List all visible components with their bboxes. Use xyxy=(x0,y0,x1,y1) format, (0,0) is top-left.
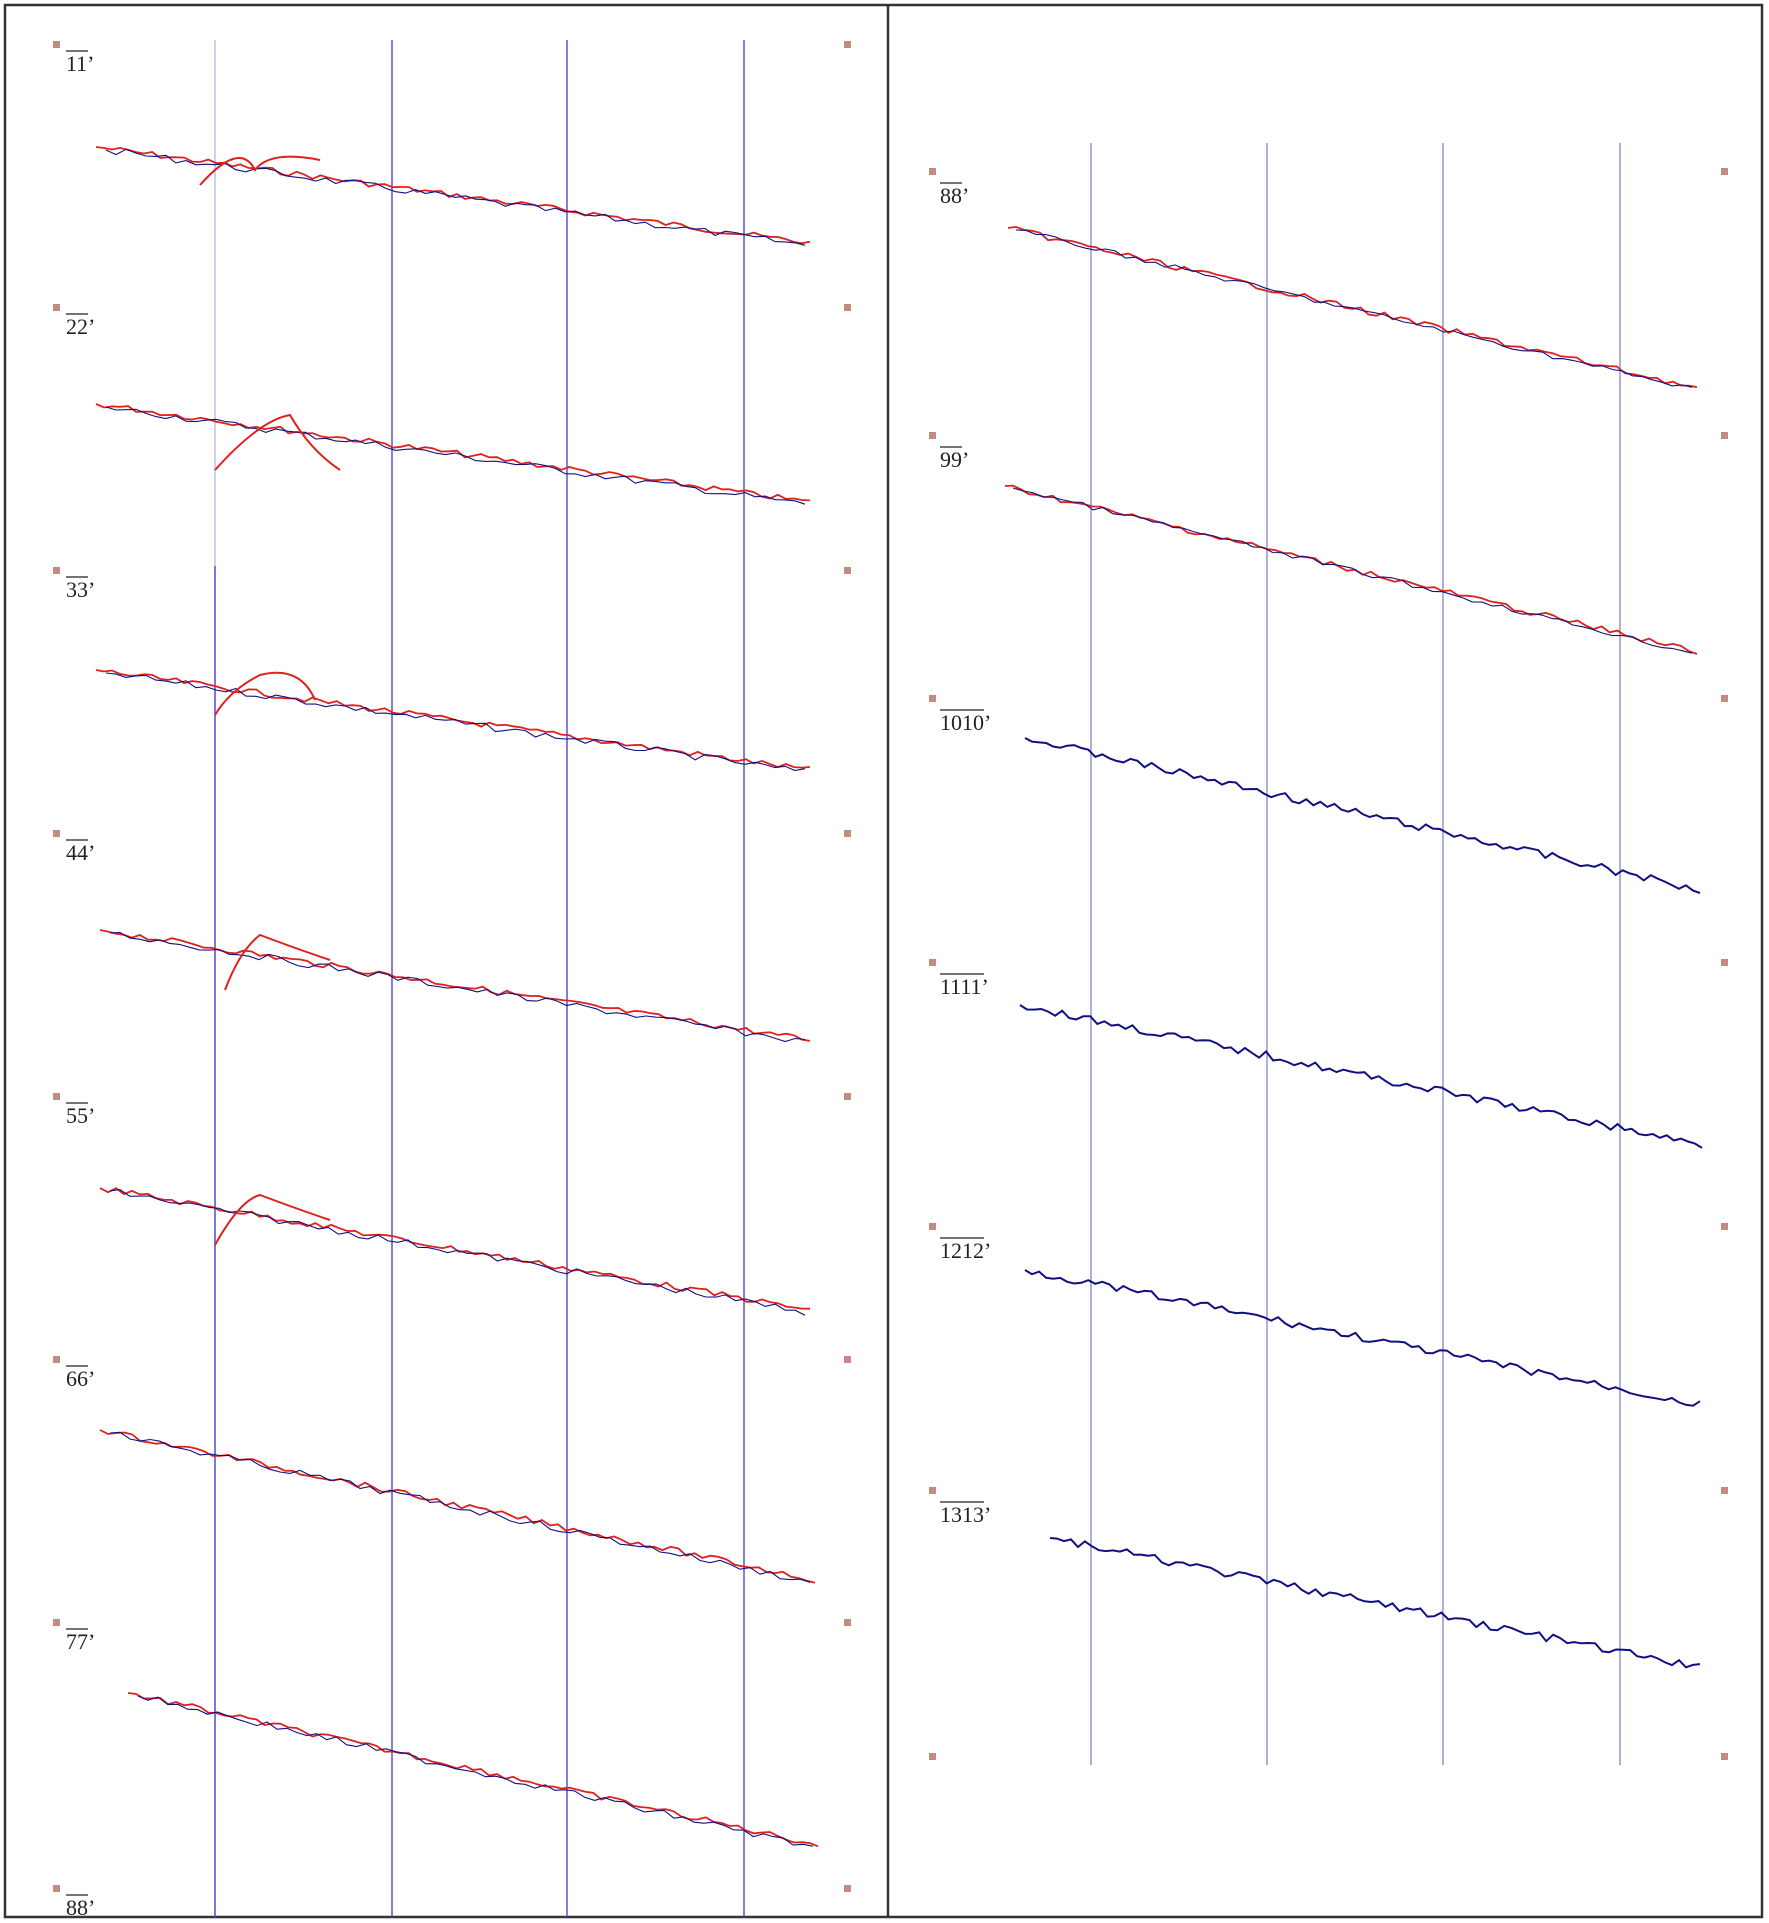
profile-label: 22’ xyxy=(66,314,95,339)
blue-profile-trace xyxy=(1015,229,1693,388)
red-profile-trace xyxy=(1004,484,1698,655)
corner-marker xyxy=(844,1885,851,1892)
right-traces xyxy=(1004,225,1703,1669)
profile-label: 1313’ xyxy=(940,1502,991,1527)
corner-marker xyxy=(53,567,60,574)
corner-marker xyxy=(844,304,851,311)
profile-label: 88’ xyxy=(940,183,969,208)
blue-profile-trace xyxy=(105,672,806,772)
red-profile-trace xyxy=(214,671,316,716)
profile-label: 55’ xyxy=(66,1103,95,1128)
blue-profile-trace xyxy=(1019,1004,1703,1149)
right-panel: 88’ 99’ 1010’ 1111’ 1212’ 1313’ xyxy=(929,143,1728,1765)
corner-marker xyxy=(844,1619,851,1626)
corner-marker xyxy=(929,695,936,702)
blue-profile-trace xyxy=(1024,1269,1701,1407)
profile-label: 88’ xyxy=(66,1895,95,1920)
corner-marker xyxy=(929,168,936,175)
left-panel: 11’ 22’ 33’ 44’ 55’ 66’ 77’ 88’ xyxy=(53,40,851,1920)
left-gridlines xyxy=(214,40,745,1917)
blue-profile-trace xyxy=(1012,487,1693,654)
left-labels: 11’ 22’ 33’ 44’ 55’ 66’ 77’ 88’ xyxy=(53,41,851,1920)
profile-label: 77’ xyxy=(66,1629,95,1654)
corner-marker xyxy=(1721,1753,1728,1760)
red-profile-trace xyxy=(95,403,811,502)
corner-marker xyxy=(1721,168,1728,175)
profile-label: 33’ xyxy=(66,577,95,602)
corner-marker xyxy=(53,830,60,837)
profile-label: 1010’ xyxy=(940,710,991,735)
corner-marker xyxy=(1721,1223,1728,1230)
red-profile-trace xyxy=(99,1429,816,1584)
profile-label: 1212’ xyxy=(940,1238,991,1263)
corner-marker xyxy=(53,304,60,311)
blue-profile-trace xyxy=(137,1695,814,1847)
corner-marker xyxy=(1721,959,1728,966)
red-profile-trace xyxy=(224,933,331,991)
red-profile-trace xyxy=(214,1193,331,1246)
corner-marker xyxy=(53,1356,60,1363)
left-traces xyxy=(95,146,819,1848)
corner-marker xyxy=(53,1093,60,1100)
red-profile-trace xyxy=(127,1692,819,1848)
red-profile-trace xyxy=(214,413,341,471)
corner-marker xyxy=(929,1753,936,1760)
blue-profile-trace xyxy=(105,406,806,505)
profile-label: 11’ xyxy=(66,51,95,76)
corner-marker xyxy=(1721,1487,1728,1494)
corner-marker xyxy=(844,830,851,837)
corner-marker xyxy=(844,1356,851,1363)
corner-marker xyxy=(1721,695,1728,702)
corner-marker xyxy=(844,41,851,48)
corner-marker xyxy=(929,1223,936,1230)
profile-label: 44’ xyxy=(66,840,95,865)
blue-profile-trace xyxy=(109,1189,806,1316)
profile-label: 99’ xyxy=(940,447,969,472)
corner-marker xyxy=(929,1487,936,1494)
red-profile-trace xyxy=(1007,225,1698,388)
corner-marker xyxy=(929,432,936,439)
red-profile-trace xyxy=(95,669,811,769)
red-profile-trace xyxy=(199,155,321,186)
corner-marker xyxy=(929,959,936,966)
blue-profile-trace xyxy=(109,1431,811,1583)
profile-label: 1111’ xyxy=(940,974,989,999)
corner-marker xyxy=(1721,432,1728,439)
corner-marker xyxy=(53,1885,60,1892)
blue-profile-trace xyxy=(1024,737,1701,894)
corner-marker xyxy=(844,567,851,574)
red-profile-trace xyxy=(99,1187,811,1310)
right-labels: 88’ 99’ 1010’ 1111’ 1212’ 1313’ xyxy=(929,168,1728,1760)
profile-label: 66’ xyxy=(66,1366,95,1391)
corner-marker xyxy=(53,1619,60,1626)
outer-frame xyxy=(3,3,1764,1919)
corner-marker xyxy=(53,41,60,48)
blue-profile-trace xyxy=(1049,1537,1701,1669)
corner-marker xyxy=(844,1093,851,1100)
right-gridlines xyxy=(1090,143,1621,1765)
blue-profile-trace xyxy=(109,931,806,1043)
